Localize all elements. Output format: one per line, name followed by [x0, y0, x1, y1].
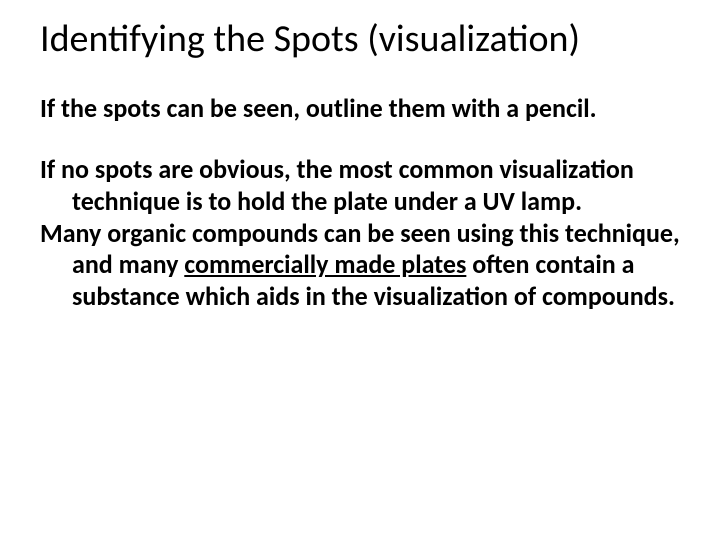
underlined-text: commercially made plates	[184, 248, 466, 280]
slide: Identifying the Spots (visualization) If…	[0, 0, 720, 540]
body-text: If no spots are obvious, the most common…	[40, 154, 680, 313]
lead-paragraph: If the spots can be seen, outline them w…	[40, 92, 680, 125]
slide-title: Identifying the Spots (visualization)	[40, 18, 680, 62]
paragraph-plates: Many organic compounds can be seen using…	[40, 218, 680, 313]
paragraph-uv-lamp: If no spots are obvious, the most common…	[40, 154, 680, 217]
